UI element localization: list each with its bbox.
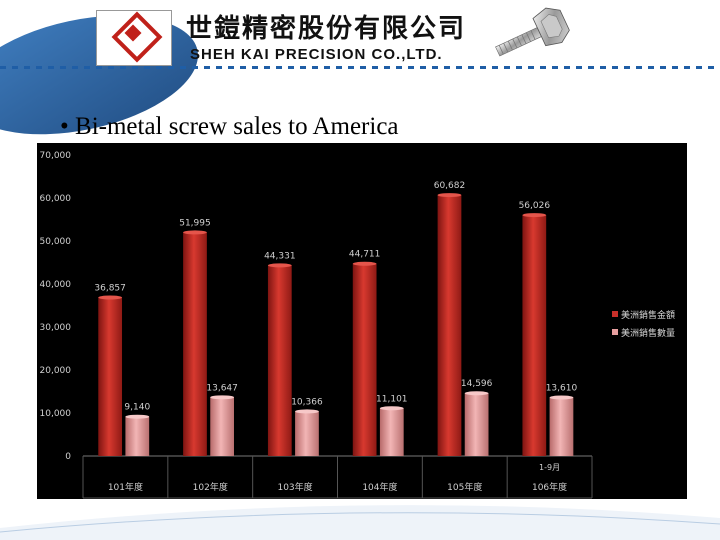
y-tick-label: 40,000 xyxy=(40,280,72,290)
bar-sales-amount xyxy=(437,195,462,457)
data-label-amount: 60,682 xyxy=(434,181,466,191)
data-label-amount: 36,857 xyxy=(94,284,126,294)
x-tick-label: 106年度 xyxy=(532,481,567,493)
chart-legend: 美洲銷售金額 美洲銷售數量 xyxy=(612,305,675,341)
bar-sales-quantity xyxy=(125,416,150,456)
data-label-amount: 44,331 xyxy=(264,251,296,261)
company-name-chinese: 世鎧精密股份有限公司 xyxy=(186,14,467,44)
header-banner: 世鎧精密股份有限公司 SHEH KAI PRECISION CO.,LTD. xyxy=(0,0,720,154)
data-label-quantity: 14,596 xyxy=(461,379,493,389)
bar-sales-amount xyxy=(352,263,377,456)
bar-sales-quantity-cap xyxy=(125,414,150,419)
legend-item-quantity: 美洲銷售數量 xyxy=(612,323,675,341)
data-label-amount: 44,711 xyxy=(349,250,381,260)
bar-sales-quantity xyxy=(379,408,404,456)
bar-sales-quantity-cap xyxy=(464,391,489,396)
bullet-marker: • xyxy=(60,113,69,140)
data-label-quantity: 9,140 xyxy=(124,403,150,413)
bar-sales-amount-cap xyxy=(437,193,462,198)
screw-icon xyxy=(495,7,570,57)
y-tick-label: 50,000 xyxy=(40,237,72,247)
bar-sales-amount-cap xyxy=(98,295,123,300)
bar-sales-quantity-cap xyxy=(295,409,319,414)
x-tick-label: 102年度 xyxy=(193,481,228,493)
bar-sales-amount xyxy=(267,265,292,456)
bar-sales-amount-cap xyxy=(522,213,547,218)
y-tick-label: 30,000 xyxy=(40,323,72,333)
header-dotted-line xyxy=(0,66,720,69)
bar-sales-quantity xyxy=(210,397,235,456)
bar-sales-quantity-cap xyxy=(210,395,235,400)
slide-title-text: Bi-metal screw sales to America xyxy=(75,113,399,140)
legend-swatch-quantity xyxy=(612,329,618,335)
bar-sales-quantity-cap xyxy=(379,406,404,411)
bar-sales-amount xyxy=(522,215,547,456)
slide-title: • Bi-metal screw sales to America xyxy=(60,113,399,141)
data-label-amount: 51,995 xyxy=(179,218,211,228)
x-tick-label: 103年度 xyxy=(277,481,312,493)
data-label-amount: 56,026 xyxy=(519,201,551,211)
x-tick-label: 105年度 xyxy=(447,481,482,493)
bar-sales-amount-cap xyxy=(267,263,292,268)
data-label-quantity: 13,610 xyxy=(546,383,578,393)
sales-bar-chart: 0 10,000 20,000 30,000 40,000 50,000 60,000 70,… xyxy=(40,151,593,499)
legend-label-quantity: 美洲銷售數量 xyxy=(621,328,676,339)
data-label-quantity: 13,647 xyxy=(206,383,238,393)
y-tick-label: 70,000 xyxy=(40,151,72,161)
legend-label-amount: 美洲銷售金額 xyxy=(621,310,676,321)
data-label-quantity: 10,366 xyxy=(291,397,323,407)
x-tick-label: 104年度 xyxy=(362,481,397,493)
bar-sales-quantity-cap xyxy=(549,395,574,400)
footer-swoosh-decoration xyxy=(0,505,720,540)
y-tick-label: 10,000 xyxy=(40,409,72,419)
data-label-quantity: 11,101 xyxy=(376,394,408,404)
company-logo xyxy=(96,10,172,66)
bar-sales-amount xyxy=(98,297,123,456)
company-name-english: SHEH KAI PRECISION CO.,LTD. xyxy=(190,46,443,63)
bar-sales-quantity xyxy=(295,411,319,456)
legend-swatch-amount xyxy=(612,311,618,317)
category-note: 1-9月 xyxy=(539,463,560,472)
bar-sales-quantity xyxy=(549,397,574,456)
legend-item-amount: 美洲銷售金額 xyxy=(612,305,675,323)
y-tick-label: 60,000 xyxy=(40,194,72,204)
bar-sales-quantity xyxy=(464,393,489,456)
y-tick-label: 0 xyxy=(65,452,71,462)
bar-sales-amount-cap xyxy=(183,230,207,235)
sales-chart-panel: 0 10,000 20,000 30,000 40,000 50,000 60,000 70,… xyxy=(37,143,687,499)
x-tick-label: 101年度 xyxy=(108,481,143,493)
bar-sales-amount-cap xyxy=(352,261,377,266)
y-tick-label: 20,000 xyxy=(40,366,72,376)
bar-sales-amount xyxy=(183,232,207,456)
